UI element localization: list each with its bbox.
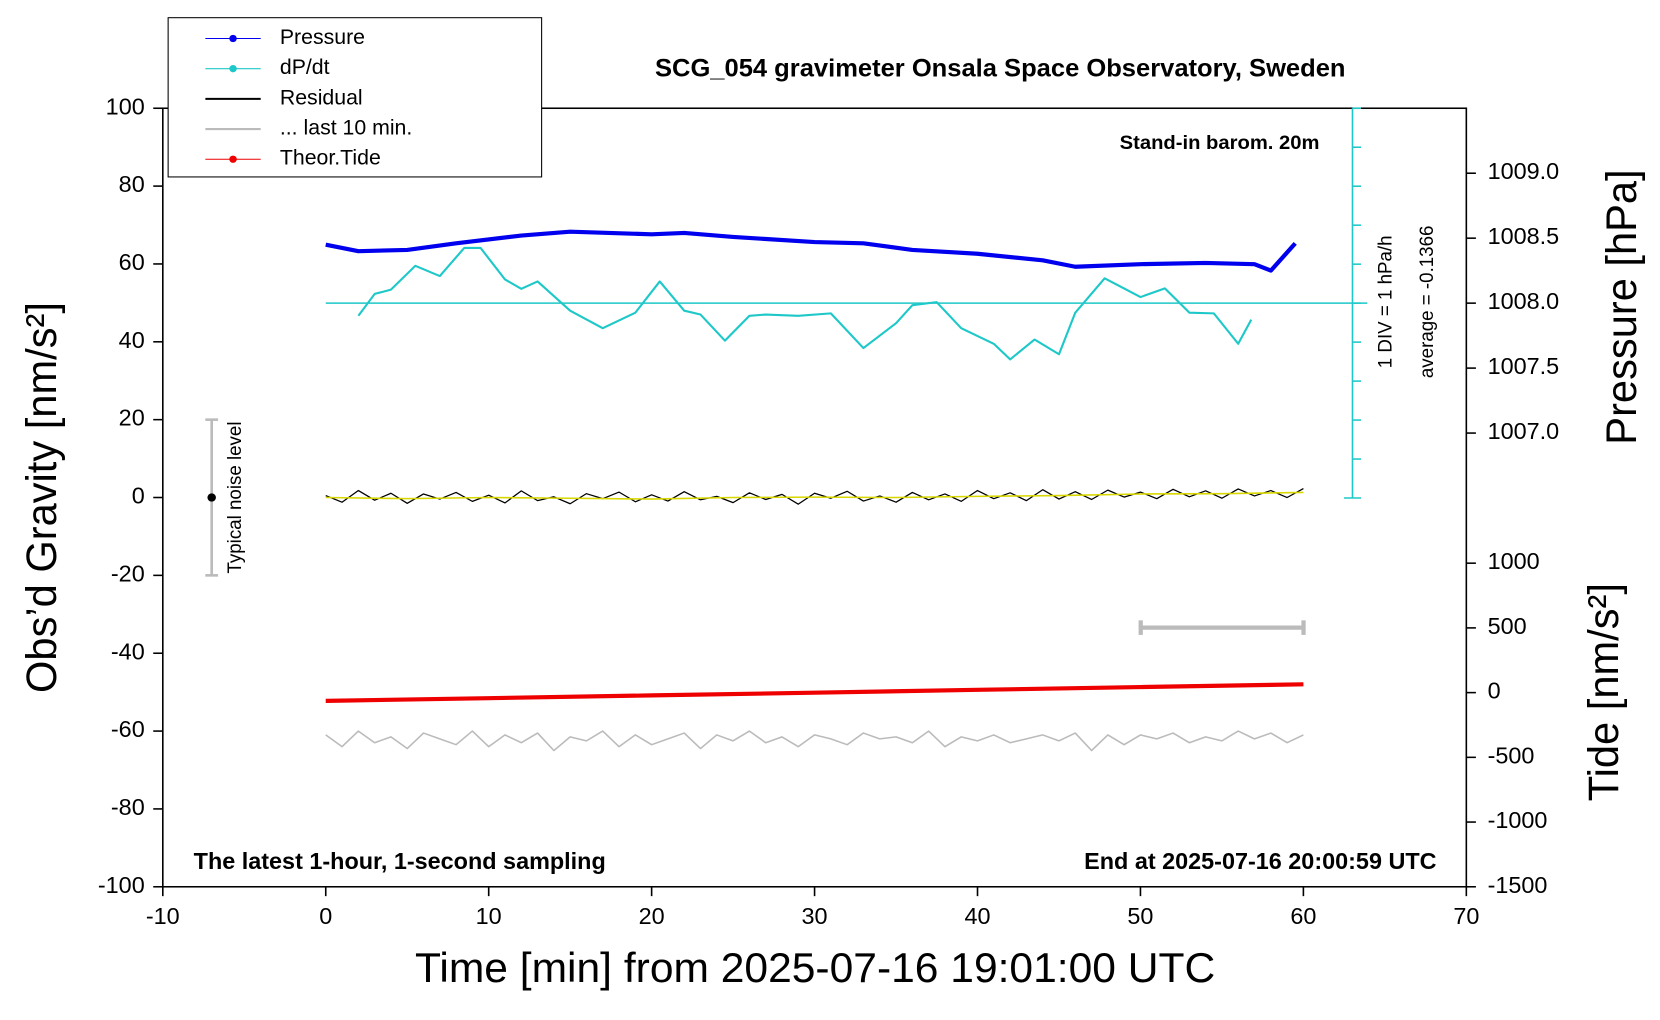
y-tick-label: 0 (132, 483, 145, 509)
x-tick-label: 0 (319, 903, 332, 929)
pressure-tick-label: 1007.5 (1488, 353, 1560, 379)
y-tick-label: -100 (98, 872, 145, 898)
x-tick-label: 30 (802, 903, 828, 929)
chart-title: SCG_054 gravimeter Onsala Space Observat… (655, 55, 1346, 83)
average-label: average = -0.1366 (1417, 226, 1438, 379)
noise-point (207, 493, 216, 502)
tide-tick-label: 1000 (1488, 548, 1540, 574)
tide-tick-label: -1500 (1488, 872, 1548, 898)
corner-note: Stand-in barom. 20m (1120, 132, 1320, 154)
y-tick-label: 20 (119, 405, 145, 431)
x-tick-label: 20 (639, 903, 665, 929)
ten-minute-bar (1138, 620, 1306, 635)
y-tick-label: -60 (111, 716, 145, 742)
bottom-left-note: The latest 1-hour, 1-second sampling (194, 848, 606, 874)
tide-axis-label: Tide [nm/s²] (1580, 583, 1628, 801)
tide-tick-label: -500 (1488, 743, 1535, 769)
x-tick-label: 40 (964, 903, 990, 929)
x-axis-label: Time [min] from 2025-07-16 19:01:00 UTC (415, 945, 1215, 991)
legend-box (167, 17, 543, 178)
series-line (325, 682, 1304, 703)
pressure-tick-label: 1008.5 (1488, 223, 1560, 249)
pressure-tick-label: 1009.0 (1488, 158, 1560, 184)
legend-marker (229, 155, 237, 163)
legend-label: Pressure (280, 26, 365, 49)
x-tick-label: 10 (476, 903, 502, 929)
series-line (357, 246, 1253, 361)
y-tick-label: 80 (119, 171, 145, 197)
tide-tick-label: -1000 (1488, 807, 1548, 833)
y-tick-label: -80 (111, 794, 145, 820)
x-tick-label: 70 (1453, 903, 1479, 929)
tide-tick-label: 0 (1488, 678, 1501, 704)
series-line (325, 229, 1297, 273)
legend-label: Residual (280, 87, 363, 110)
y-tick-label: -20 (111, 561, 145, 587)
series-line (325, 730, 1304, 752)
x-tick-label: 50 (1127, 903, 1153, 929)
tide-tick-label: 500 (1488, 613, 1527, 639)
scale-label: 1 DIV = 1 hPa/h (1375, 235, 1396, 368)
x-tick-label: -10 (146, 903, 180, 929)
y-tick-label: -40 (111, 638, 145, 664)
legend-marker (229, 34, 237, 43)
y-tick-label: 100 (106, 94, 145, 120)
noise-label: Typical noise level (225, 422, 246, 574)
series-line (325, 491, 1304, 500)
x-tick-label: 60 (1290, 903, 1316, 929)
bottom-right-note: End at 2025-07-16 20:00:59 UTC (1084, 848, 1437, 874)
legend-label: dP/dt (280, 56, 330, 79)
y-tick-label: 60 (119, 249, 145, 275)
y-tick-label: 40 (119, 327, 145, 353)
pressure-tick-label: 1007.0 (1488, 418, 1560, 444)
legend-label: Theor.Tide (280, 147, 381, 170)
legend-label: ... last 10 min. (280, 117, 412, 140)
pressure-tick-label: 1008.0 (1488, 288, 1560, 314)
y-axis-label: Obs’d Gravity [nm/s²] (18, 302, 66, 693)
series-line (325, 488, 1304, 505)
legend-marker (229, 65, 237, 73)
pressure-axis-label: Pressure [hPa] (1598, 169, 1646, 444)
